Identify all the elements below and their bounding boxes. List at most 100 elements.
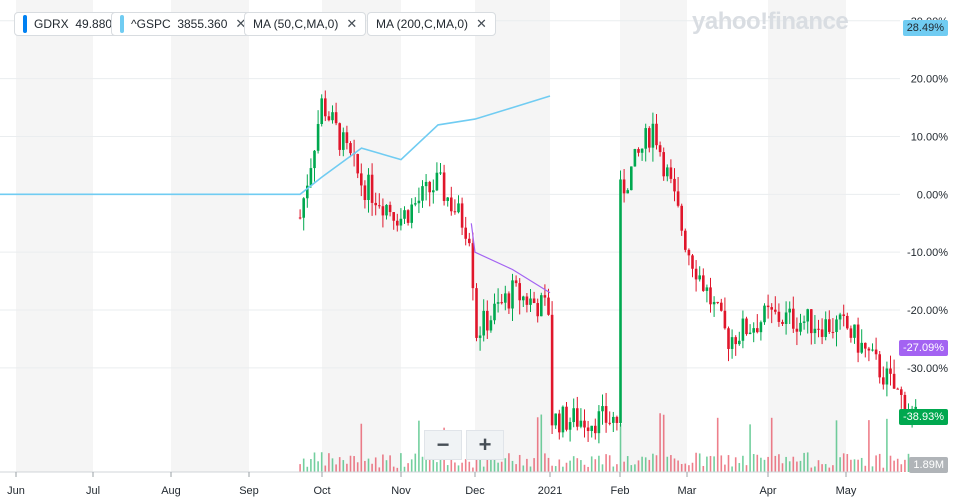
volume-bar (317, 461, 319, 472)
candle-body (421, 186, 424, 201)
volume-bar (547, 457, 550, 472)
legend-ma200[interactable]: MA (200,C,MA,0) ✕ (367, 12, 496, 36)
remove-ma50-close-icon[interactable]: ✕ (346, 16, 358, 31)
volume-bar (835, 420, 838, 472)
candle-body (597, 411, 601, 434)
volume-bar (436, 462, 438, 472)
volume-bar (799, 460, 802, 472)
candle-body (608, 422, 611, 424)
gdrx-change-label: -38.93% (899, 409, 948, 425)
candle-body (784, 312, 788, 324)
legend-gspc[interactable]: ^GSPC 3855.360 ✕ (111, 12, 256, 36)
gspc-symbol: ^GSPC (131, 17, 171, 31)
volume-bar (738, 463, 741, 472)
candle-body (669, 167, 673, 179)
gspc-color-swatch (120, 15, 124, 33)
volume-bar (490, 453, 492, 472)
volume-bar (652, 453, 654, 472)
candle-body (313, 150, 316, 169)
legend-ma50[interactable]: MA (50,C,MA,0) ✕ (244, 12, 367, 36)
volume-bar (882, 467, 885, 472)
volume-bar (641, 456, 643, 472)
candle-body (601, 406, 604, 412)
candle-body (406, 210, 410, 223)
y-tick-label: -30.00% (907, 363, 948, 375)
volume-bar (626, 456, 629, 472)
volume-bar (439, 457, 442, 472)
candle-body (806, 309, 809, 322)
candle-body (532, 298, 536, 304)
candle-body (396, 220, 399, 226)
candle-body (846, 315, 849, 329)
candle-body (788, 308, 791, 313)
volume-bar (414, 453, 417, 472)
candle-body (586, 427, 590, 432)
candle-body (698, 275, 701, 280)
candle-body (507, 293, 511, 309)
volume-bar (846, 454, 849, 472)
candle-body (392, 212, 395, 221)
candle-body (824, 319, 827, 337)
volume-bar (313, 452, 316, 472)
x-tick-label: Aug (161, 485, 181, 497)
volume-bar (493, 458, 496, 472)
volume-bar (839, 457, 841, 472)
candle-body (604, 406, 608, 423)
candle-body (770, 307, 773, 310)
candle-body (457, 203, 460, 213)
candle-body (835, 319, 838, 333)
candle-body (720, 302, 723, 311)
zoom-out-button[interactable]: − (424, 430, 462, 460)
volume-bar (554, 466, 557, 472)
candle-body (475, 288, 478, 338)
candle-body (644, 128, 647, 149)
candle-body (356, 154, 359, 174)
candle-body (320, 98, 323, 124)
volume-bar (371, 463, 373, 472)
candle-body (892, 373, 896, 389)
volume-bar (806, 452, 809, 472)
volume-bar (803, 452, 805, 472)
volume-bar (601, 464, 604, 472)
candle-body (864, 342, 867, 349)
gspc-value: 3855.360 (177, 17, 228, 31)
volume-bar (464, 459, 467, 472)
remove-gspc-close-icon[interactable]: ✕ (235, 16, 247, 31)
volume-bar (608, 455, 611, 472)
candle-body (878, 354, 881, 378)
volume-bar (893, 460, 895, 472)
volume-bar (752, 454, 755, 472)
candle-body (590, 425, 593, 432)
volume-bar (353, 456, 355, 472)
gdrx-symbol: GDRX (34, 17, 69, 31)
volume-bar (410, 459, 413, 472)
candle-body (763, 305, 766, 323)
candlesticks (298, 90, 917, 444)
volume-bar (659, 413, 661, 472)
candle-body (558, 413, 561, 433)
volume-bar (655, 455, 658, 472)
candle-body (727, 328, 730, 349)
candle-body (486, 310, 489, 331)
candle-body (504, 293, 507, 303)
volume-bar (515, 464, 517, 472)
candle-body (370, 174, 374, 203)
volume-bar (889, 455, 892, 472)
remove-ma200-close-icon[interactable]: ✕ (476, 16, 487, 31)
candle-body (529, 298, 532, 305)
candle-body (518, 283, 521, 301)
zoom-in-button[interactable]: + (466, 430, 504, 460)
volume-bar (497, 462, 499, 472)
x-axis-ticks: Jun Jul Aug Sep Oct Nov Dec 2021 Feb Mar Apr May (0, 471, 900, 497)
yahoo-finance-watermark: yahoo!finance (692, 8, 849, 35)
legend-gdrx[interactable]: GDRX 49.880 (14, 12, 122, 36)
volume-bars (299, 413, 917, 472)
x-tick-label: May (836, 485, 857, 497)
candle-body (640, 148, 644, 153)
volume-bar (454, 462, 456, 472)
candle-body (478, 335, 482, 338)
volume-bar (468, 461, 471, 472)
candle-body (500, 302, 503, 304)
volume-bar (630, 465, 633, 472)
